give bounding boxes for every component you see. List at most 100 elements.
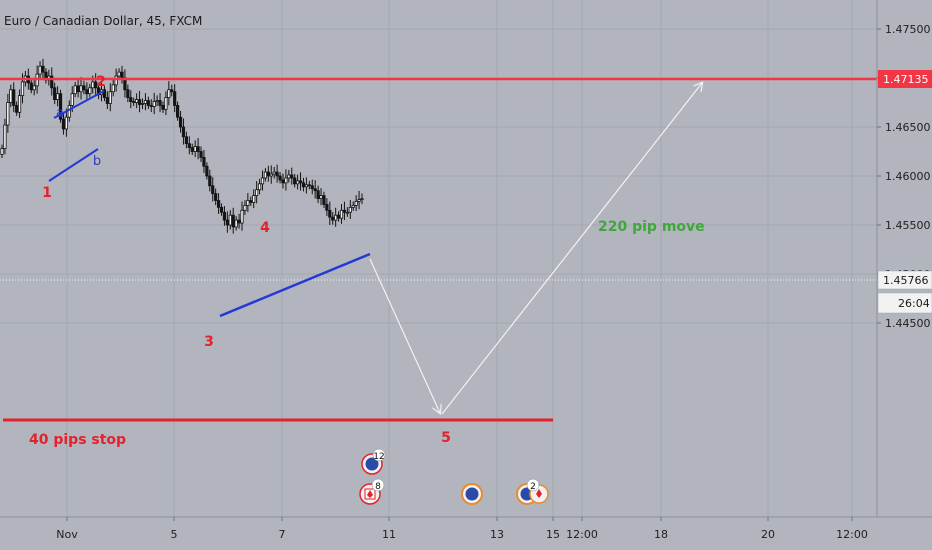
candle-down [301,182,306,188]
candle-down [231,214,235,228]
candle-up [319,195,323,199]
y-tick-label: 1.46500 [885,121,931,134]
event-badge-cad[interactable]: 2 [526,478,549,504]
candle-down [237,219,241,224]
candle-down [199,151,203,158]
candle-up [38,65,42,75]
candle-up [143,100,148,104]
candle-down [53,87,57,100]
candle-down [173,91,177,106]
candle-up [360,198,364,200]
candle-down [29,82,33,91]
candle-up [88,87,92,95]
time-axis[interactable]: Nov 5 7 11 13 15 12:00 18 20 12:00 [0,516,932,550]
candle-up [111,84,115,93]
target-price-label: 1.47135 [883,73,929,86]
candle-up [73,85,77,95]
candle-up [20,81,25,97]
projection-arrow-up[interactable] [441,83,702,415]
candle-up [155,100,159,102]
event-badge-cad-8[interactable]: 8 [359,478,385,505]
y-tick-label: 1.44500 [885,317,931,330]
candle-up [117,71,121,77]
candle-down [149,105,153,107]
x-tick-label: 5 [171,528,178,541]
candle-down [146,100,150,106]
candle-up [252,195,256,203]
stop-label: 40 pips stop [29,432,126,448]
candle-down [266,171,270,177]
event-badge-eur[interactable] [461,483,483,505]
x-tick-label: 15 [546,528,560,541]
candle-down [76,85,80,93]
x-tick-label: 11 [382,528,396,541]
candle-down [176,105,180,118]
event-count-2: 2 [530,482,536,492]
candle-up [243,204,247,211]
candle-up [114,75,118,86]
wave4-trendline[interactable] [219,252,371,318]
candle-up [348,206,352,213]
current-price-box [877,270,932,290]
candle-down [278,175,282,181]
candle-down [132,101,136,103]
candle-up [64,116,68,130]
candle-down [316,190,320,199]
candle-down [214,193,218,201]
wave-label-2: 2 [96,74,106,90]
candle-up [351,204,355,208]
candle-down [102,89,107,99]
event-badge-eur-12[interactable]: 12 [361,448,386,475]
candle-down [58,93,63,120]
x-tick-label: 12:00 [836,528,868,541]
candle-up [339,209,344,219]
candle-up [345,211,349,214]
candle-down [216,200,221,208]
channel-upper-trendline[interactable] [53,90,105,119]
candle-up [228,214,232,226]
candle-down [161,105,165,110]
pip-move-label: 220 pip move [598,219,705,235]
candle-down [41,65,45,73]
candle-down [307,184,311,187]
candle-down [94,81,98,89]
candle-down [85,89,89,95]
candle-down [293,177,297,185]
candle-up [9,89,13,103]
candle-down [225,219,229,226]
price-axis[interactable]: 1.475001.470001.465001.460001.455001.450… [876,0,932,517]
candle-up [108,91,112,104]
candle-up [296,180,300,185]
time-axis-ticks: Nov 5 7 11 13 15 12:00 18 20 12:00 [56,517,868,541]
candle-down [50,75,54,89]
candle-down [313,188,317,192]
candle-down [170,89,174,93]
event-count-12: 12 [373,452,384,462]
candle-up [152,101,156,107]
candle-down [202,156,206,167]
projection-arrow-down[interactable] [369,258,440,413]
candle-down [331,216,335,221]
y-tick-label: 1.47500 [885,23,931,36]
candle-up [272,171,276,175]
candle-down [336,214,341,219]
candle-down [222,211,227,221]
candle-up [67,105,71,118]
candle-down [196,146,200,152]
candle-up [140,103,145,105]
wave-label-4: 4 [260,220,270,236]
channel-lower-trendline[interactable] [48,148,99,182]
candle-down [187,143,191,148]
candle-up [6,102,10,126]
candle-up [32,85,36,91]
candle-up [357,199,361,202]
candle-down [275,171,279,177]
candle-up [135,99,139,103]
candle-down [310,185,314,190]
candle-up [240,209,244,224]
chart-title: Euro / Canadian Dollar, 45, FXCM [4,14,202,28]
candle-down [15,105,19,113]
candle-up [17,95,22,113]
candle-up [0,148,4,155]
